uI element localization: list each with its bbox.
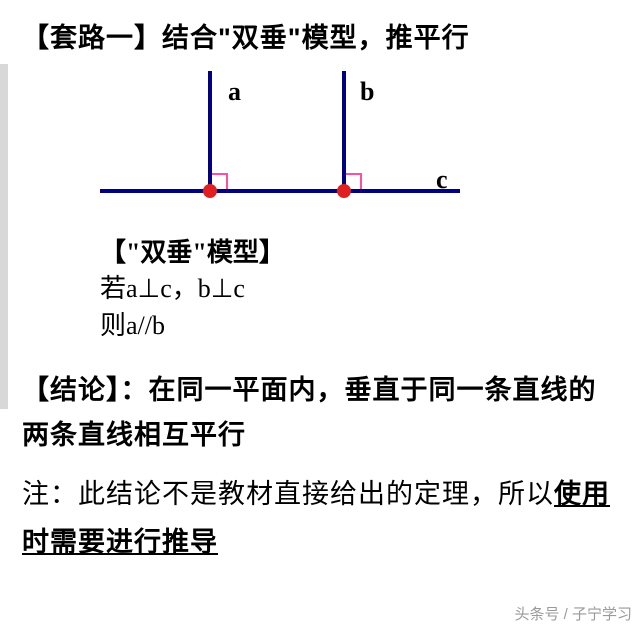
model-caption: 【"双垂"模型】 xyxy=(100,235,640,271)
watermark: 头条号 / 子宁学习 xyxy=(514,603,632,624)
note-block: 注：此结论不是教材直接给出的定理，所以使用时需要进行推导 xyxy=(0,461,640,566)
left-accent-bar xyxy=(0,64,8,409)
diagram-container: a b c xyxy=(0,65,640,221)
label-b: b xyxy=(360,77,374,107)
conclusion-block: 【结论】：在同一平面内，垂直于同一条直线的两条直线相互平行 xyxy=(0,344,640,461)
note-prefix: 注：此结论不是教材直接给出的定理，所以 xyxy=(22,479,554,509)
model-text-block: 【"双垂"模型】 若a⊥c，b⊥c 则a//b xyxy=(0,221,640,344)
intersection-dot-b xyxy=(337,184,351,198)
model-consequence: 则a//b xyxy=(100,308,640,344)
intersection-dot-a xyxy=(203,184,217,198)
model-premise: 若a⊥c，b⊥c xyxy=(100,271,640,307)
label-a: a xyxy=(228,77,241,107)
section-title: 【套路一】结合"双垂"模型，推平行 xyxy=(0,0,640,65)
perpendicular-diagram: a b c xyxy=(100,71,460,221)
line-c xyxy=(100,189,460,193)
conclusion-label: 【结论】： xyxy=(22,375,149,405)
label-c: c xyxy=(436,165,448,195)
